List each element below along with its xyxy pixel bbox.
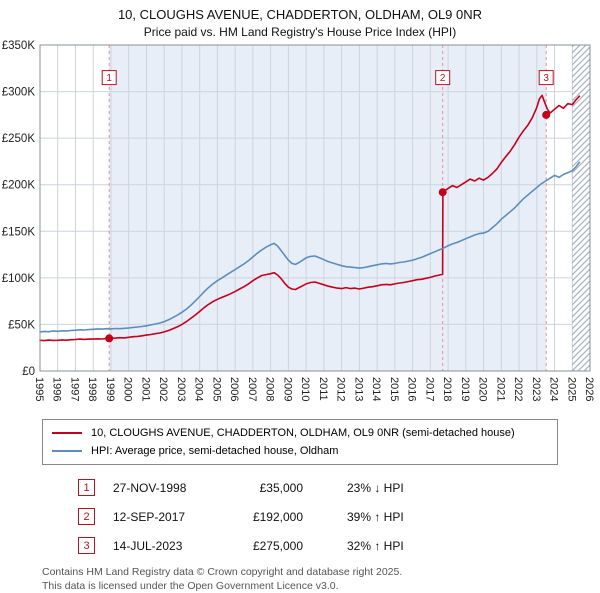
chart-legend: 10, CLOUGHS AVENUE, CHADDERTON, OLDHAM, … [42, 419, 558, 465]
transaction-date: 27-NOV-1998 [113, 480, 187, 495]
transaction-date: 12-SEP-2017 [113, 509, 186, 524]
svg-text:1999: 1999 [104, 377, 116, 401]
svg-text:1998: 1998 [86, 377, 98, 401]
price-chart-svg: 1 2 3 £0 £50K £100K £150K £200K £250K £300K £350K 1… [2, 40, 595, 401]
svg-text:2000: 2000 [122, 377, 134, 401]
svg-text:£150K: £150K [2, 226, 36, 238]
svg-text:2026: 2026 [583, 377, 595, 401]
svg-text:2014: 2014 [370, 377, 382, 401]
svg-text:2012: 2012 [335, 377, 347, 401]
svg-text:£50K: £50K [8, 319, 35, 331]
svg-text:2018: 2018 [441, 377, 453, 401]
svg-text:2022: 2022 [512, 377, 524, 401]
transaction-hpi-delta: 39% ↑ HPI [347, 509, 404, 524]
transaction-hpi-delta: 23% ↓ HPI [347, 480, 404, 495]
transaction-price: £35,000 [259, 480, 303, 495]
svg-text:£200K: £200K [2, 180, 36, 192]
svg-text:2016: 2016 [406, 377, 418, 401]
svg-text:£250K: £250K [2, 133, 36, 145]
svg-text:2020: 2020 [477, 377, 489, 401]
svg-text:2024: 2024 [548, 377, 560, 401]
svg-text:2019: 2019 [459, 377, 471, 401]
svg-text:2004: 2004 [193, 377, 205, 401]
svg-text:£100K: £100K [2, 273, 36, 285]
transaction-marker-2: 2 [78, 508, 95, 525]
page-subtitle: Price paid vs. HM Land Registry's House … [143, 25, 457, 39]
transaction-marker-1: 1 [78, 479, 95, 496]
legend-item-hpi: HPI: Average price, semi-detached house,… [52, 442, 548, 460]
svg-text:2006: 2006 [228, 377, 240, 401]
svg-text:2017: 2017 [423, 377, 435, 401]
svg-text:2015: 2015 [388, 377, 400, 401]
svg-text:£300K: £300K [2, 87, 36, 99]
transaction-row: 1 27-NOV-1998 £35,000 23% ↓ HPI [78, 479, 600, 496]
transaction-row: 2 12-SEP-2017 £192,000 39% ↑ HPI [78, 508, 600, 525]
svg-text:2: 2 [440, 73, 446, 84]
svg-text:£350K: £350K [2, 40, 36, 52]
svg-text:2010: 2010 [299, 377, 311, 401]
svg-text:3: 3 [543, 73, 549, 84]
svg-text:2001: 2001 [140, 377, 152, 401]
transaction-row: 3 14-JUL-2023 £275,000 32% ↑ HPI [78, 537, 600, 554]
transaction-price: £192,000 [252, 509, 303, 524]
svg-text:2002: 2002 [157, 377, 169, 401]
svg-text:2009: 2009 [281, 377, 293, 401]
svg-text:2007: 2007 [246, 377, 258, 401]
property-line-label: 10, CLOUGHS AVENUE, CHADDERTON, OLDHAM, … [91, 427, 515, 439]
hpi-line-label: HPI: Average price, semi-detached house,… [91, 445, 339, 457]
page-title: 10, CLOUGHS AVENUE, CHADDERTON, OLDHAM, … [117, 7, 483, 22]
svg-text:2013: 2013 [352, 377, 364, 401]
svg-text:2008: 2008 [264, 377, 276, 401]
property-line-swatch [52, 432, 82, 434]
svg-text:1997: 1997 [69, 377, 81, 401]
chart-header: 10, CLOUGHS AVENUE, CHADDERTON, OLDHAM, … [0, 0, 600, 39]
transaction-marker-3: 3 [78, 537, 95, 554]
copyright-footer: Contains HM Land Registry data © Crown c… [42, 566, 600, 593]
svg-text:£0: £0 [22, 366, 35, 378]
legend-item-property: 10, CLOUGHS AVENUE, CHADDERTON, OLDHAM, … [52, 424, 548, 442]
transaction-date: 14-JUL-2023 [113, 538, 183, 553]
svg-text:2005: 2005 [210, 377, 222, 401]
transactions-table: 1 27-NOV-1998 £35,000 23% ↓ HPI 2 12-SEP… [78, 479, 600, 554]
svg-text:2021: 2021 [494, 377, 506, 401]
svg-text:1: 1 [106, 73, 112, 84]
svg-text:1995: 1995 [33, 377, 45, 401]
svg-text:1996: 1996 [51, 377, 63, 401]
svg-text:2023: 2023 [530, 377, 542, 401]
svg-text:2025: 2025 [565, 377, 577, 401]
copyright-line-2: This data is licensed under the Open Gov… [42, 579, 339, 592]
svg-text:2003: 2003 [175, 377, 187, 401]
copyright-line-1: Contains HM Land Registry data © Crown c… [42, 566, 403, 578]
svg-text:2011: 2011 [317, 377, 329, 401]
transaction-hpi-delta: 32% ↑ HPI [347, 538, 404, 553]
hpi-line-swatch [52, 450, 82, 452]
transaction-price: £275,000 [252, 538, 303, 553]
